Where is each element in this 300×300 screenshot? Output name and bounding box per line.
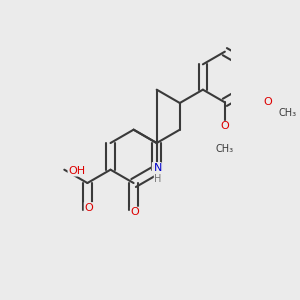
- Text: OH: OH: [68, 166, 85, 176]
- Text: H: H: [154, 174, 162, 184]
- Text: O: O: [263, 97, 272, 107]
- Text: N: N: [154, 164, 162, 173]
- Text: O: O: [84, 203, 93, 213]
- Text: CH₃: CH₃: [216, 144, 234, 154]
- Text: O: O: [152, 163, 161, 173]
- Text: CH₃: CH₃: [278, 108, 296, 118]
- Text: O: O: [220, 121, 229, 131]
- Text: O: O: [130, 207, 139, 217]
